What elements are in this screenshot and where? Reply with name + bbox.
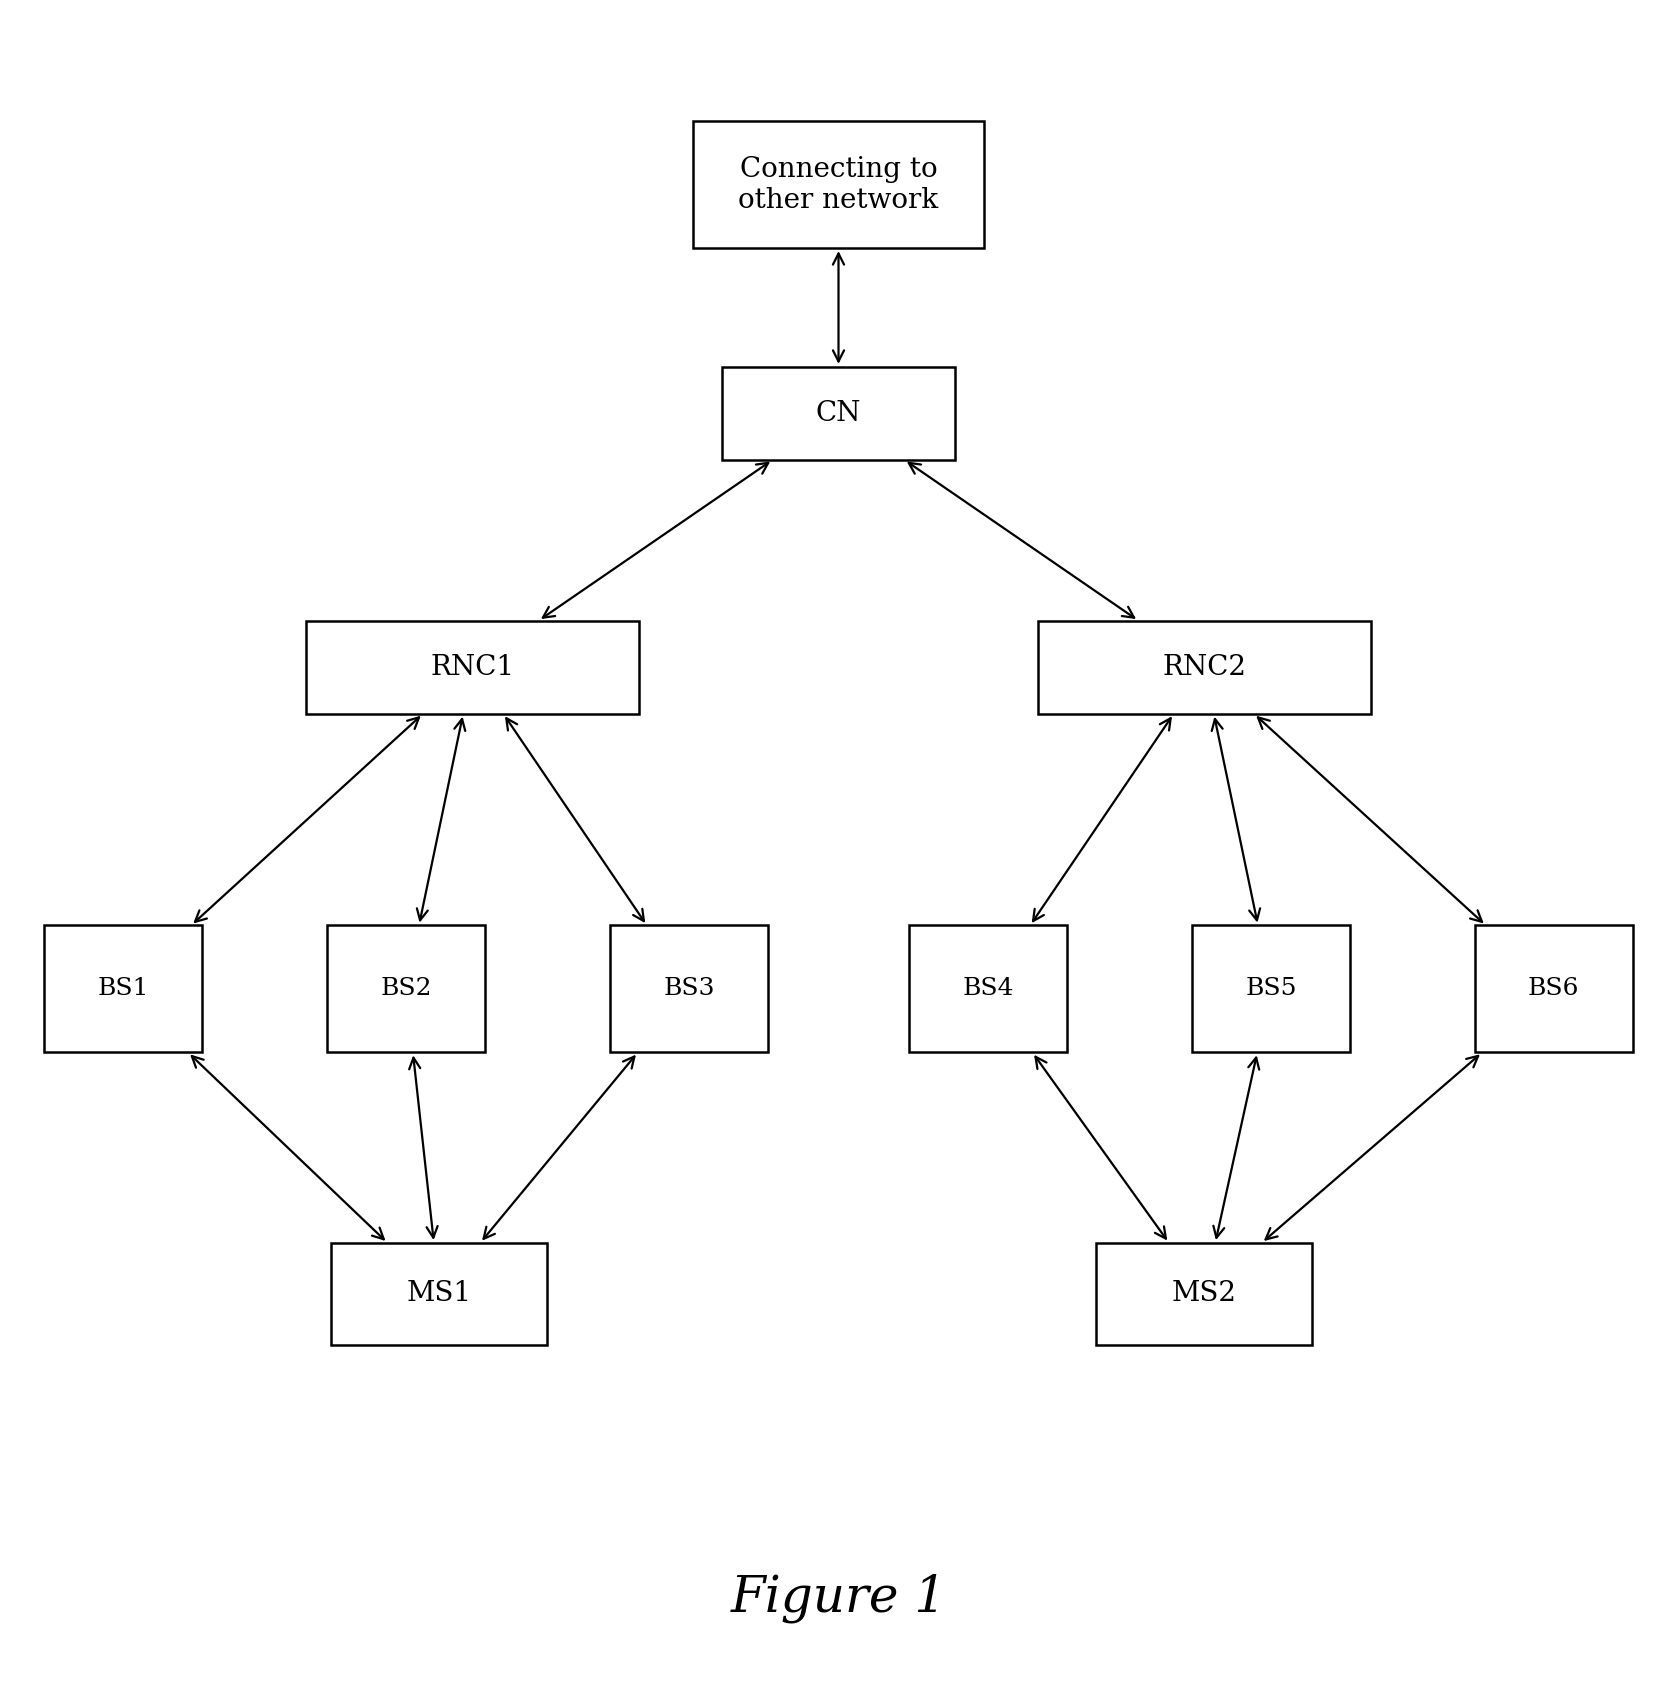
FancyBboxPatch shape xyxy=(1474,925,1633,1053)
Text: MS1: MS1 xyxy=(408,1280,471,1308)
Text: Connecting to
other network: Connecting to other network xyxy=(738,155,939,213)
Text: Figure 1: Figure 1 xyxy=(731,1574,946,1623)
FancyBboxPatch shape xyxy=(1038,621,1370,714)
FancyBboxPatch shape xyxy=(327,925,485,1053)
Text: BS1: BS1 xyxy=(97,978,149,1000)
FancyBboxPatch shape xyxy=(693,121,984,248)
FancyBboxPatch shape xyxy=(1192,925,1350,1053)
Text: BS4: BS4 xyxy=(963,978,1015,1000)
Text: RNC2: RNC2 xyxy=(1162,654,1246,681)
FancyBboxPatch shape xyxy=(332,1243,547,1345)
FancyBboxPatch shape xyxy=(307,621,639,714)
Text: BS3: BS3 xyxy=(662,978,714,1000)
Text: CN: CN xyxy=(815,399,862,427)
FancyBboxPatch shape xyxy=(909,925,1067,1053)
Text: RNC1: RNC1 xyxy=(431,654,515,681)
Text: MS2: MS2 xyxy=(1172,1280,1238,1308)
FancyBboxPatch shape xyxy=(610,925,768,1053)
FancyBboxPatch shape xyxy=(44,925,203,1053)
Text: BS5: BS5 xyxy=(1244,978,1296,1000)
Text: BS2: BS2 xyxy=(381,978,433,1000)
FancyBboxPatch shape xyxy=(723,367,954,459)
FancyBboxPatch shape xyxy=(1097,1243,1313,1345)
Text: BS6: BS6 xyxy=(1528,978,1580,1000)
